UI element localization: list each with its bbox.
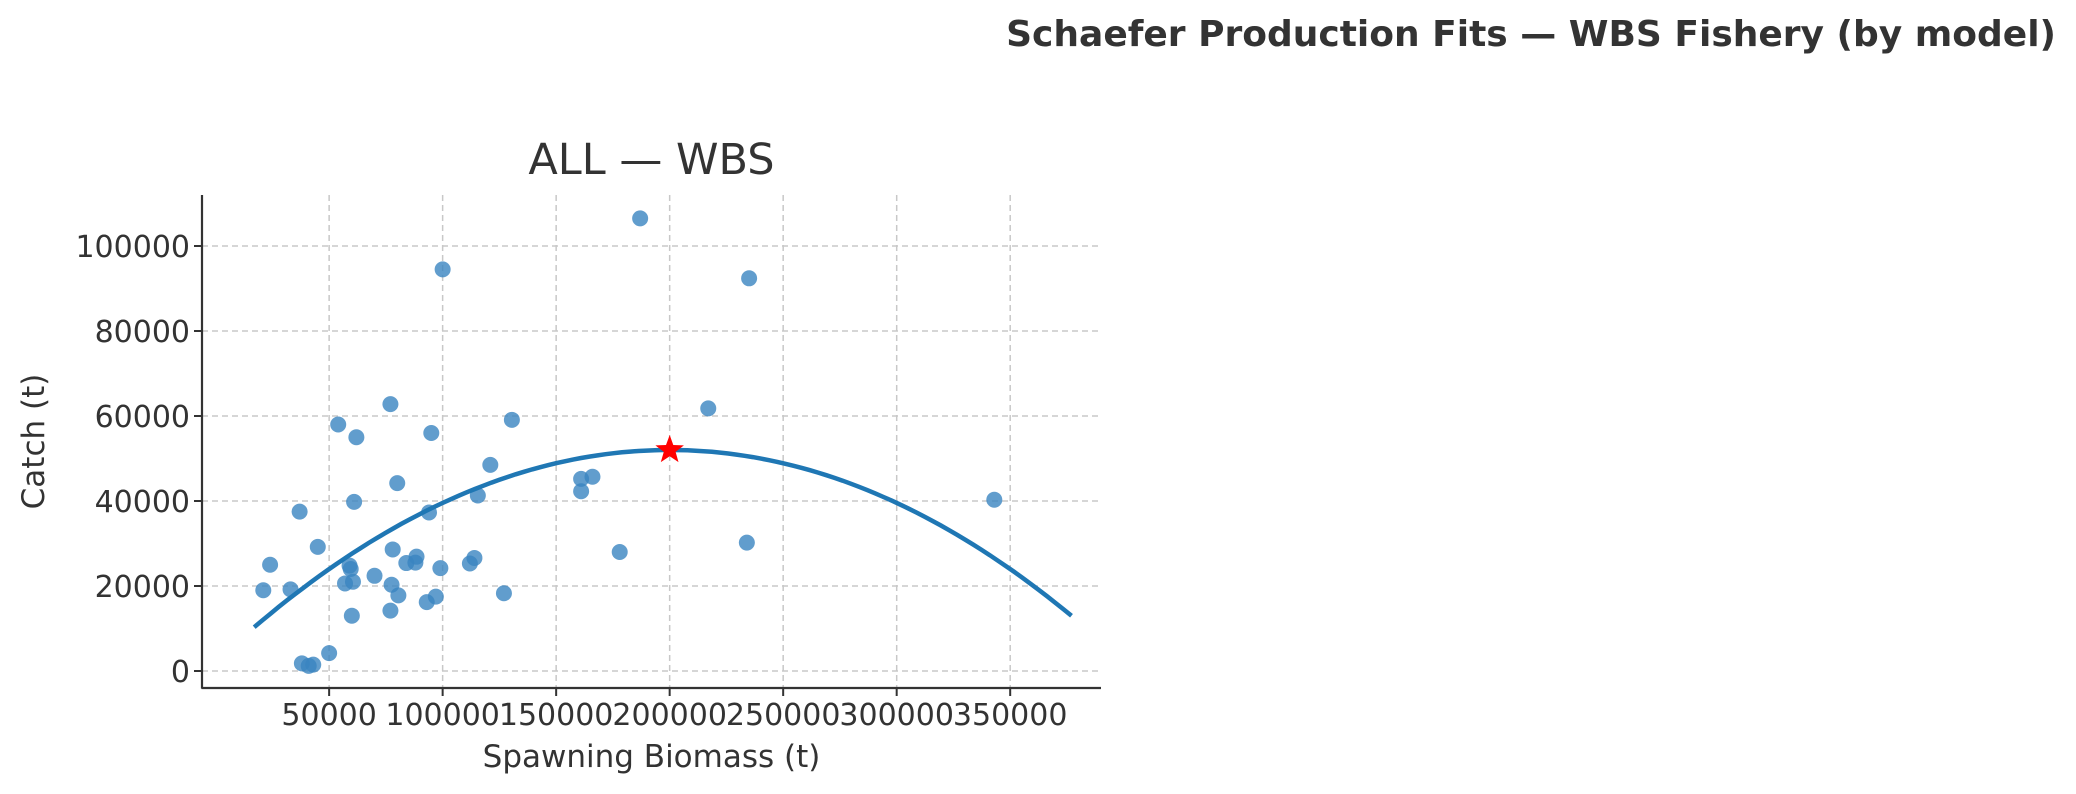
- data-point: [330, 416, 347, 433]
- data-point: [408, 548, 425, 565]
- scatter-points: [255, 210, 1003, 674]
- x-axis-label: Spawning Biomass (t): [483, 739, 821, 775]
- data-point: [291, 503, 308, 520]
- data-point: [700, 400, 717, 417]
- grid-lines: [202, 195, 1101, 688]
- data-point: [321, 645, 338, 662]
- y-tick-label: 40000: [95, 485, 190, 520]
- y-axis-ticks: 0 20000 40000 60000 80000 100000: [75, 230, 202, 690]
- x-tick-label: 250000: [726, 698, 841, 733]
- x-tick-label: 100000: [385, 698, 500, 733]
- data-point: [466, 549, 483, 566]
- y-tick-label: 0: [171, 655, 190, 690]
- data-point: [986, 491, 1003, 508]
- data-point: [434, 261, 451, 278]
- data-point: [423, 425, 440, 441]
- figure-title: Schaefer Production Fits — WBS Fishery (…: [1006, 14, 2056, 55]
- data-point: [342, 561, 359, 577]
- x-tick-label: 150000: [499, 698, 614, 733]
- data-point: [384, 541, 401, 558]
- x-axis-ticks: 50000 10000015000020000025000030000035000…: [281, 688, 1067, 733]
- axes-spines: [200, 195, 1101, 690]
- data-point: [584, 468, 601, 485]
- data-point: [366, 567, 383, 584]
- data-point: [390, 587, 407, 604]
- data-point: [382, 396, 399, 413]
- msy-star-marker: [655, 435, 684, 463]
- data-point: [389, 475, 406, 492]
- data-point: [343, 607, 360, 624]
- data-point: [741, 270, 758, 287]
- x-tick-label: 50000: [281, 698, 376, 733]
- data-point: [632, 210, 649, 227]
- data-point: [382, 602, 399, 619]
- data-point: [611, 544, 628, 560]
- x-tick-label: 200000: [612, 698, 727, 733]
- data-point: [482, 456, 499, 473]
- data-point: [573, 483, 590, 500]
- y-tick-label: 60000: [95, 400, 190, 435]
- x-tick-label: 300000: [839, 698, 954, 733]
- x-tick-label: 350000: [953, 698, 1068, 733]
- schaefer-fit-curve: [252, 447, 1073, 629]
- data-point: [348, 429, 365, 446]
- y-axis-label: Catch (t): [16, 374, 52, 510]
- data-point: [309, 538, 326, 555]
- data-point: [346, 493, 363, 510]
- y-tick-label: 100000: [75, 230, 190, 265]
- data-point: [344, 573, 361, 590]
- axes-title: ALL — WBS: [528, 135, 774, 185]
- data-point: [738, 534, 755, 551]
- data-point: [255, 582, 272, 599]
- y-tick-label: 80000: [95, 315, 190, 350]
- y-tick-label: 20000: [95, 570, 190, 605]
- data-point: [432, 560, 449, 577]
- data-point: [305, 656, 322, 673]
- data-point: [495, 585, 512, 602]
- data-point: [262, 556, 279, 573]
- data-point: [427, 588, 444, 605]
- data-point: [503, 411, 520, 428]
